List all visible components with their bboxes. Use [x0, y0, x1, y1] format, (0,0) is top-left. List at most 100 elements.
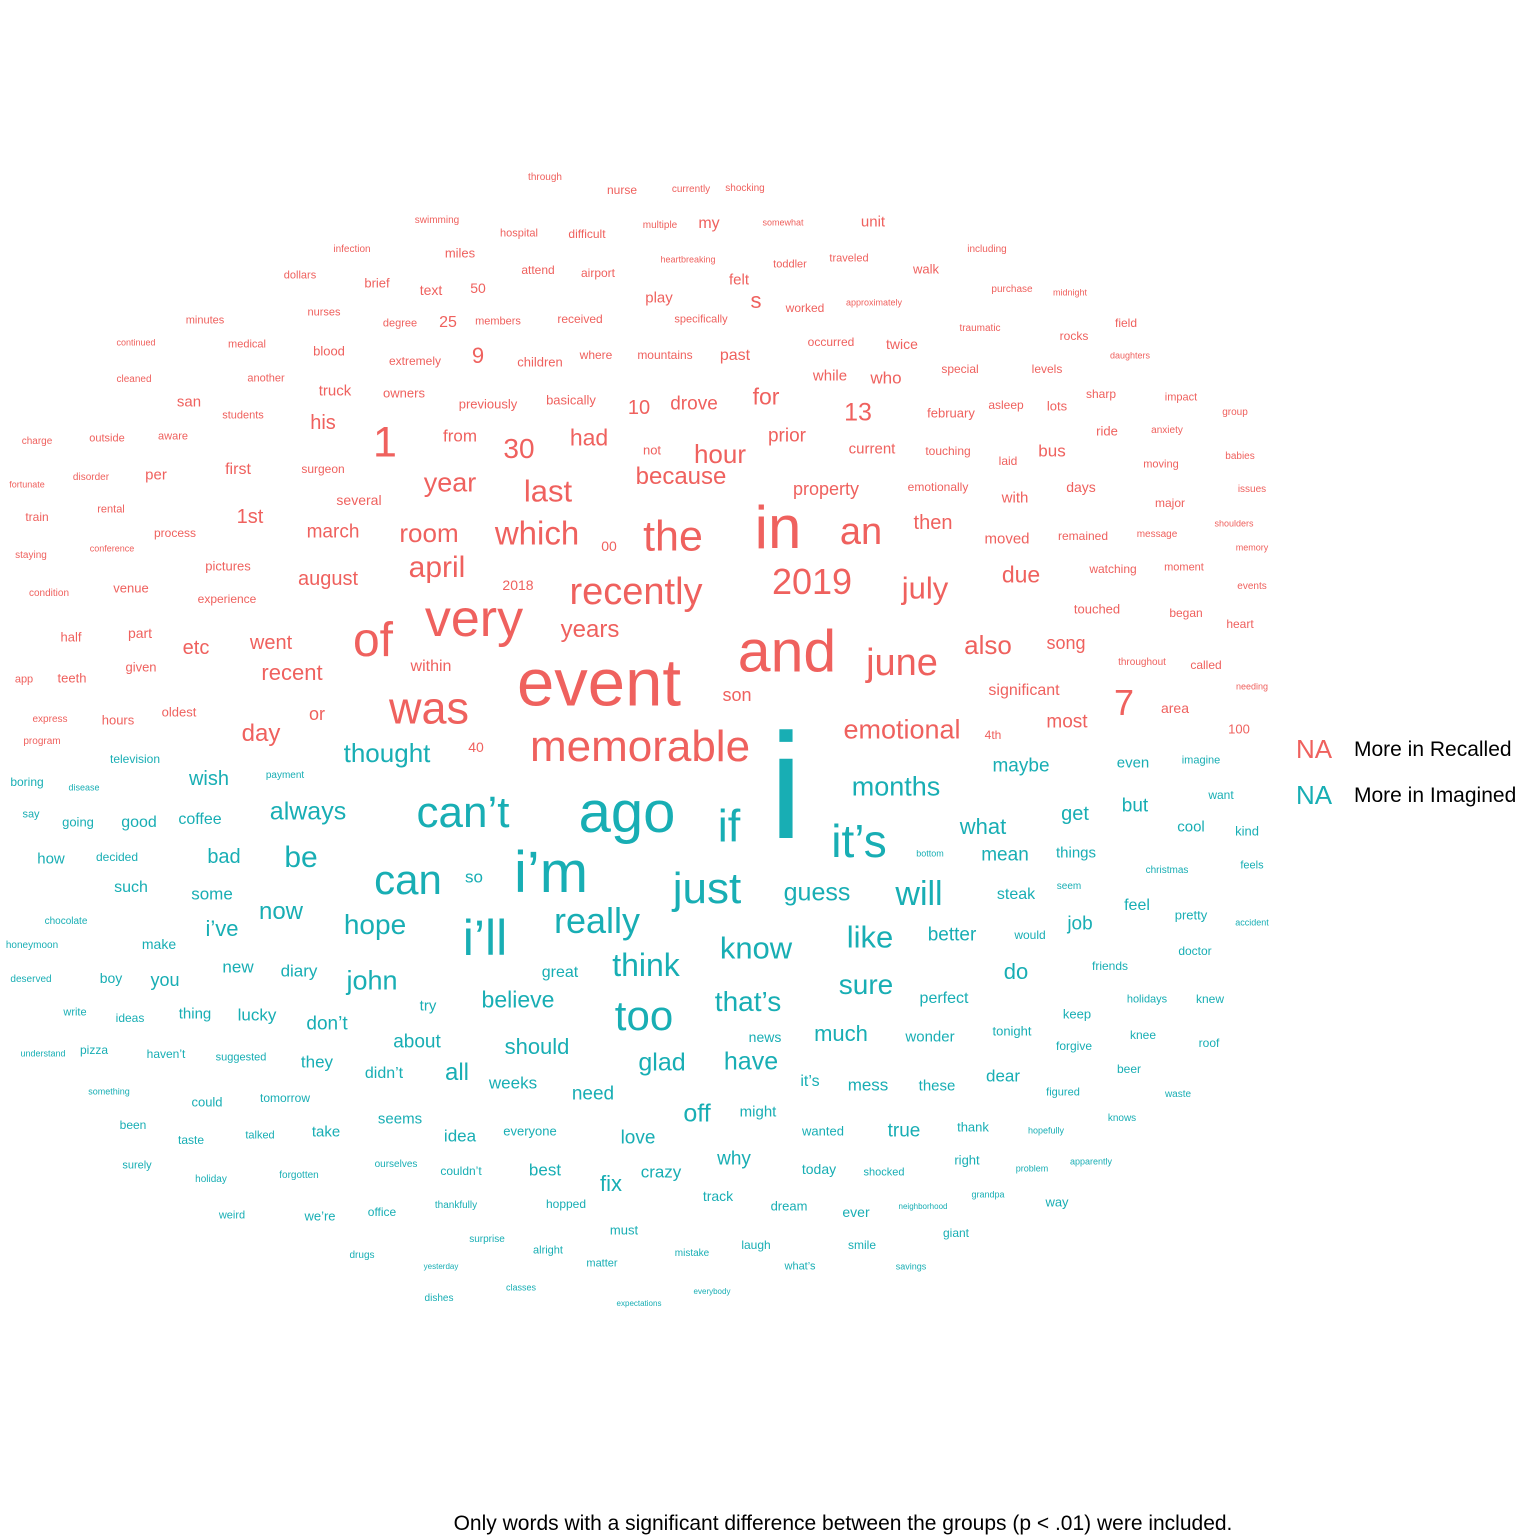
word-recalled: bus — [1038, 441, 1066, 461]
word-imagined: forgotten — [279, 1170, 319, 1181]
word-recalled: august — [297, 568, 359, 590]
word-recalled: continued — [116, 337, 156, 348]
word-imagined: would — [1014, 928, 1046, 942]
word-imagined: didn’t — [364, 1065, 404, 1082]
word-imagined: savings — [895, 1261, 927, 1272]
word-imagined: wish — [188, 768, 230, 790]
word-imagined: should — [504, 1034, 570, 1059]
word-imagined: seem — [1056, 881, 1082, 892]
word-recalled: part — [127, 625, 153, 641]
word-recalled: experience — [197, 592, 257, 606]
word-imagined: thing — [178, 1005, 212, 1023]
word-imagined: everybody — [693, 1287, 731, 1296]
word-recalled: miles — [444, 245, 476, 261]
word-imagined: i’ll — [462, 910, 508, 966]
word-imagined: love — [620, 1127, 656, 1149]
word-recalled: year — [423, 467, 477, 498]
word-recalled: memorable — [529, 722, 751, 771]
word-imagined: best — [528, 1160, 562, 1180]
word-imagined: hope — [343, 909, 407, 940]
word-imagined: decided — [95, 850, 139, 864]
word-imagined: pizza — [79, 1043, 109, 1057]
word-imagined: thought — [343, 738, 431, 768]
word-recalled: app — [14, 673, 34, 686]
word-imagined: disease — [68, 782, 100, 793]
word-recalled: 50 — [470, 280, 486, 296]
word-imagined: know — [719, 930, 793, 966]
word-imagined: but — [1121, 795, 1149, 817]
word-recalled: minutes — [185, 314, 225, 327]
word-recalled: blood — [313, 343, 345, 359]
word-imagined: get — [1061, 803, 1089, 825]
word-imagined: going — [62, 814, 94, 830]
word-recalled: half — [60, 629, 82, 645]
word-recalled: shoulders — [1214, 518, 1254, 529]
word-recalled: most — [1046, 711, 1088, 733]
word-recalled: memory — [1235, 542, 1269, 553]
word-recalled: sharp — [1085, 387, 1117, 401]
word-recalled: or — [308, 704, 326, 724]
word-imagined: be — [284, 841, 318, 874]
word-recalled: s — [750, 288, 762, 313]
word-imagined: sure — [838, 969, 894, 1000]
word-imagined: way — [1045, 1194, 1069, 1210]
word-imagined: seems — [377, 1110, 423, 1128]
word-imagined: dear — [985, 1066, 1021, 1086]
word-imagined: pretty — [1174, 907, 1208, 923]
word-recalled: special — [941, 362, 979, 376]
word-recalled: because — [635, 463, 727, 490]
word-recalled: san — [176, 393, 202, 411]
word-imagined: today — [801, 1161, 837, 1177]
word-recalled: for — [752, 383, 780, 410]
word-recalled: went — [249, 632, 293, 654]
word-imagined: feel — [1124, 897, 1150, 914]
word-recalled: midnight — [1052, 287, 1088, 298]
word-recalled: oldest — [161, 704, 197, 720]
word-recalled: drove — [670, 393, 718, 415]
word-recalled: heartbreaking — [660, 254, 716, 265]
word-recalled: given — [125, 659, 157, 675]
word-imagined: roof — [1198, 1036, 1220, 1050]
word-imagined: take — [311, 1123, 341, 1141]
word-recalled: through — [528, 172, 562, 183]
word-imagined: apparently — [1069, 1156, 1113, 1167]
word-imagined: coffee — [178, 811, 222, 828]
word-imagined: you — [150, 970, 180, 990]
word-recalled: mountains — [637, 348, 693, 362]
word-imagined: idea — [443, 1126, 477, 1146]
word-imagined: mess — [847, 1075, 889, 1095]
word-imagined: things — [1055, 844, 1097, 862]
word-imagined: i’ve — [205, 916, 239, 941]
word-recalled: days — [1066, 479, 1096, 495]
word-imagined: that’s — [714, 986, 782, 1017]
word-imagined: alright — [533, 1244, 563, 1257]
word-imagined: christmas — [1145, 865, 1189, 876]
word-imagined: beer — [1116, 1062, 1142, 1076]
word-imagined: tonight — [992, 1023, 1032, 1039]
word-recalled: felt — [728, 271, 750, 289]
word-imagined: office — [367, 1205, 397, 1219]
word-recalled: prior — [767, 425, 807, 447]
word-recalled: my — [698, 215, 720, 232]
word-imagined: laugh — [741, 1238, 771, 1252]
word-imagined: television — [109, 752, 161, 766]
word-recalled: text — [419, 282, 443, 298]
word-imagined: yesterday — [423, 1262, 459, 1271]
word-imagined: holidays — [1126, 993, 1168, 1006]
word-recalled: recently — [569, 571, 703, 613]
word-recalled: son — [722, 685, 752, 705]
word-recalled: and — [737, 618, 837, 685]
word-imagined: knows — [1107, 1113, 1137, 1124]
word-imagined: talked — [245, 1129, 275, 1142]
word-recalled: disorder — [72, 472, 110, 483]
word-recalled: july — [901, 570, 949, 606]
word-imagined: i — [769, 702, 803, 870]
word-recalled: truck — [318, 382, 352, 400]
word-recalled: impact — [1164, 391, 1198, 404]
word-imagined: could — [191, 1094, 223, 1110]
word-recalled: students — [222, 409, 264, 422]
word-recalled: 13 — [844, 398, 872, 427]
word-recalled: 1st — [236, 506, 264, 528]
word-recalled: area — [1160, 700, 1190, 716]
word-imagined: will — [895, 875, 943, 913]
